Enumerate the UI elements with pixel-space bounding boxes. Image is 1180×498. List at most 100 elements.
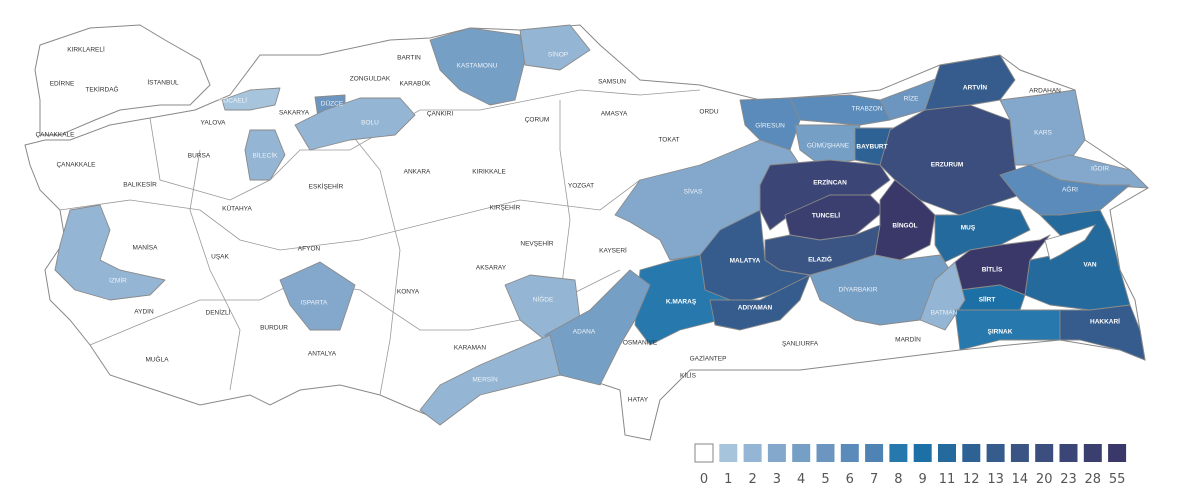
legend-label: 20: [1036, 472, 1053, 487]
legend-label: 11: [939, 472, 956, 487]
province-isparta[interactable]: [279, 261, 356, 331]
province-label: NEVŞEHİR: [520, 239, 554, 248]
province-label: BİLECİK: [253, 151, 279, 160]
legend-swatch: [1059, 444, 1078, 462]
province-label: ŞANLIURFA: [782, 341, 819, 348]
province-label: TUNCELİ: [812, 212, 840, 220]
province-label: ERZURUM: [931, 162, 964, 169]
province-mersin[interactable]: [419, 334, 561, 426]
province-border: [559, 100, 571, 301]
province-label: KARABÜK: [399, 80, 431, 88]
province-label: KIRŞEHİR: [490, 203, 521, 212]
province-label: BALIKESİR: [123, 180, 157, 189]
province-label: ORDU: [699, 109, 718, 116]
legend-label: 8: [894, 472, 902, 487]
legend-label: 13: [987, 472, 1004, 487]
province-label: YALOVA: [200, 120, 226, 127]
legend-label: 28: [1085, 472, 1102, 487]
province-label: KIRKLARELİ: [67, 45, 105, 54]
legend-label: 55: [1109, 472, 1126, 487]
legend-swatch: [1108, 444, 1127, 462]
legend-label: 3: [773, 472, 781, 487]
legend-swatch: [962, 444, 981, 462]
province-label: UŞAK: [211, 254, 229, 261]
province-label: SAKARYA: [279, 110, 310, 117]
province-label: KIRIKKALE: [472, 169, 506, 176]
province-label: DİYARBAKIR: [839, 285, 878, 294]
province-mus[interactable]: [934, 204, 1031, 263]
province-hakkari[interactable]: [1059, 304, 1146, 361]
province-kars[interactable]: [999, 89, 1086, 166]
province-label: GÜMÜŞHANE: [807, 142, 850, 150]
province-label: K.MARAŞ: [666, 299, 697, 306]
province-agri[interactable]: [999, 164, 1131, 216]
legend-swatch: [986, 444, 1005, 462]
legend-swatch: [938, 444, 956, 462]
province-kastamonu[interactable]: [429, 27, 526, 106]
province-izmir[interactable]: [54, 204, 166, 301]
province-label: ÇORUM: [525, 117, 550, 124]
province-label: YOZGAT: [568, 183, 594, 190]
province-label: EDİRNE: [50, 79, 75, 88]
province-label: KARS: [1034, 130, 1052, 137]
province-label: MERSİN: [472, 375, 498, 384]
province-border: [339, 119, 401, 396]
legend-swatch: [865, 444, 884, 462]
legend-label: 23: [1060, 472, 1077, 487]
legend-label: 12: [963, 472, 980, 487]
legend-swatch: [1035, 444, 1054, 462]
legend-label: 7: [870, 472, 878, 487]
province-label: TEKİRDAĞ: [85, 85, 118, 94]
province-label: ESKİŞEHİR: [309, 182, 344, 191]
province-bolu[interactable]: [294, 97, 416, 151]
province-label: ERZİNCAN: [813, 179, 847, 187]
province-sinop[interactable]: [519, 24, 591, 71]
province-label: AKSARAY: [476, 265, 507, 272]
legend-swatch: [743, 444, 762, 462]
province-label: BİNGÖL: [892, 221, 917, 230]
province-label: SİNOP: [548, 50, 568, 59]
legend-label: 14: [1012, 472, 1029, 487]
province-label: BATMAN: [931, 310, 958, 317]
province-label: SİİRT: [979, 296, 996, 304]
lake-van: [1044, 224, 1097, 261]
province-label: KAYSERİ: [599, 246, 627, 255]
color-legend: 0 1 2 3 4 5 6 7 8 9 11 12 13 14 20 23 28 55: [694, 443, 1127, 487]
province-label: ZONGULDAK: [350, 76, 391, 83]
province-label: İZMİR: [109, 276, 127, 285]
province-bilecik[interactable]: [244, 129, 286, 181]
province-label: MARDİN: [895, 335, 921, 344]
province-regions: [54, 24, 1149, 426]
province-label: TRABZON: [851, 106, 882, 113]
province-kocaeli[interactable]: [221, 87, 281, 111]
province-labels: KIRKLARELİ EDİRNE TEKİRDAĞ İSTANBUL KOCAELİ Y…: [35, 45, 1120, 404]
province-label: ADANA: [573, 329, 596, 336]
province-label: NİĞDE: [533, 295, 554, 304]
province-label: KÜTAHYA: [222, 205, 252, 213]
legend-swatch: [792, 444, 811, 462]
province-label: KOCAELİ: [219, 96, 247, 105]
legend-swatch: [694, 443, 714, 463]
province-label: SİVAS: [684, 187, 703, 196]
province-label: MUŞ: [961, 225, 976, 232]
province-border: [59, 179, 641, 251]
legend-swatch: [889, 444, 908, 462]
province-label: BARTIN: [397, 55, 421, 62]
province-label: KARAMAN: [454, 345, 486, 352]
province-erzurum[interactable]: [879, 104, 1021, 216]
province-batman[interactable]: [919, 261, 966, 331]
province-label: TOKAT: [658, 137, 679, 144]
province-label: AFYON: [298, 246, 321, 253]
province-border: [189, 149, 241, 391]
province-label: BURSA: [188, 153, 211, 160]
province-label: ADIYAMAN: [738, 305, 773, 312]
province-adiyaman[interactable]: [709, 274, 811, 331]
legend-swatch: [1083, 444, 1102, 462]
province-label: MALATYA: [730, 258, 761, 265]
province-label: AMASYA: [601, 111, 628, 118]
province-label: GİRESUN: [755, 121, 785, 130]
legend-swatch: [719, 444, 738, 462]
legend-swatch: [767, 444, 786, 462]
province-label: IĞDIR: [1091, 164, 1109, 173]
